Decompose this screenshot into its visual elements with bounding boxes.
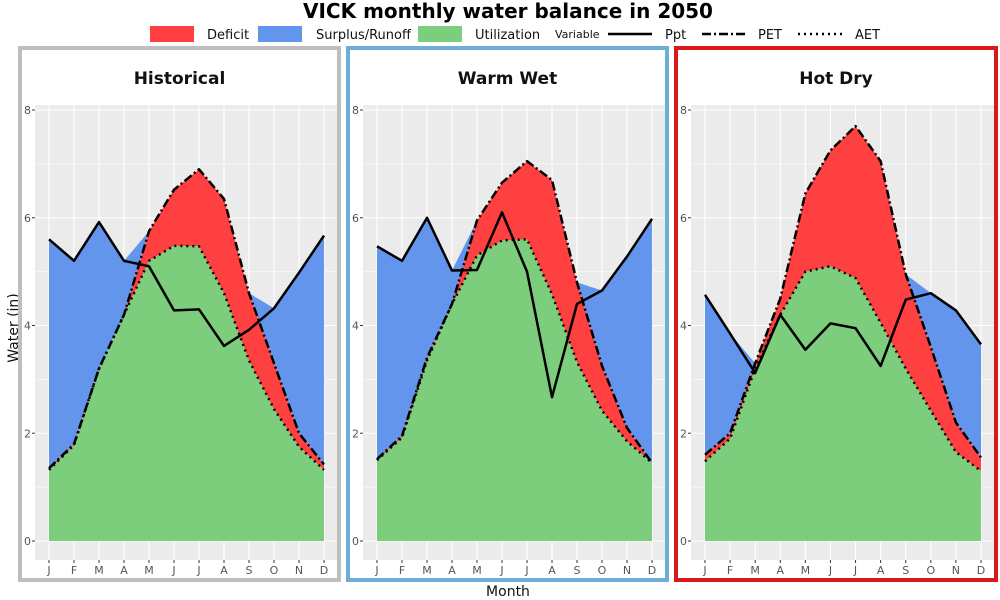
y-tick-label: 0 (680, 535, 687, 548)
legend-variable-title: Variable (555, 28, 600, 41)
utilization-area (49, 245, 324, 541)
x-tick-label: D (648, 564, 656, 577)
x-tick-label: S (574, 564, 581, 577)
x-tick-label: N (295, 564, 303, 577)
legend-label-utilization: Utilization (475, 28, 540, 43)
surplus-area (377, 161, 652, 463)
y-tick-label: 6 (680, 212, 687, 225)
x-tick-label: N (952, 564, 960, 577)
y-tick-label: 8 (352, 104, 359, 117)
series-line-ppt (48, 220, 326, 348)
x-tick-label: S (246, 564, 253, 577)
x-axis-label: Month (486, 584, 530, 600)
x-tick-label: J (853, 564, 857, 577)
y-tick-label: 0 (352, 535, 359, 548)
legend-swatch-surplus (258, 26, 302, 42)
x-tick-label: A (548, 564, 556, 577)
x-tick-label: J (702, 564, 706, 577)
x-tick-label: M (472, 564, 482, 577)
x-tick-label: A (120, 564, 128, 577)
y-tick-label: 4 (680, 320, 687, 333)
y-tick-label: 8 (24, 104, 31, 117)
series-line-aet (48, 244, 325, 471)
legend: Deficit Surplus/Runoff Utilization Varia… (150, 26, 880, 43)
panel-title-hot-dry: Hot Dry (799, 69, 873, 89)
x-tick-label: F (727, 564, 733, 577)
deficit-area (705, 126, 981, 471)
panel-warm-wet: 0 2 4 6 8 J F M A M J J A S O N D Warm Wet (346, 46, 669, 582)
x-tick-label: N (623, 564, 631, 577)
deficit-area (49, 169, 324, 470)
panel-border-hot-dry (674, 46, 998, 582)
x-tick-label: O (598, 564, 607, 577)
deficit-area (377, 161, 652, 463)
x-tick-label: D (320, 564, 328, 577)
series-line-pet (48, 168, 325, 470)
surplus-area (49, 169, 324, 469)
panel-title-warm-wet: Warm Wet (458, 69, 557, 89)
legend-label-surplus: Surplus/Runoff (316, 28, 412, 43)
x-tick-label: M (94, 564, 104, 577)
x-tick-label: J (499, 564, 503, 577)
x-tick-label: M (801, 564, 811, 577)
y-tick-label: 2 (352, 427, 359, 440)
legend-label-pet: PET (758, 28, 782, 43)
y-tick-label: 6 (24, 212, 31, 225)
y-tick-label: 2 (24, 427, 31, 440)
series-line-ppt (703, 291, 983, 375)
x-tick-label: A (777, 564, 785, 577)
series-line-ppt (376, 211, 654, 399)
x-tick-label: M (422, 564, 432, 577)
facet-panels: 0 2 4 6 8 J F M A M J J A S O N D Historical 0 2 4 6 8 J F M A M J J A… (18, 46, 998, 582)
legend-swatch-deficit (150, 26, 194, 42)
x-tick-label: J (524, 564, 528, 577)
chart-title: VICK monthly water balance in 2050 (303, 0, 713, 23)
x-tick-label: J (46, 564, 50, 577)
x-tick-label: F (399, 564, 405, 577)
x-tick-label: D (977, 564, 985, 577)
legend-swatch-utilization (418, 26, 462, 42)
y-tick-label: 2 (680, 427, 687, 440)
x-tick-label: J (171, 564, 175, 577)
x-tick-label: A (448, 564, 456, 577)
x-tick-label: F (71, 564, 77, 577)
panel-historical: 0 2 4 6 8 J F M A M J J A S O N D Historical (18, 46, 341, 582)
y-tick-label: 8 (680, 104, 687, 117)
y-tick-label: 0 (24, 535, 31, 548)
y-tick-label: 4 (352, 320, 359, 333)
utilization-area (705, 266, 981, 541)
x-tick-label: J (374, 564, 378, 577)
y-tick-label: 4 (24, 320, 31, 333)
x-tick-label: S (902, 564, 909, 577)
utilization-area (377, 239, 652, 542)
x-tick-label: O (270, 564, 279, 577)
x-tick-label: M (750, 564, 760, 577)
legend-label-aet: AET (855, 28, 880, 43)
panel-border-warm-wet (346, 46, 669, 582)
panel-title-historical: Historical (134, 69, 226, 89)
x-tick-label: A (877, 564, 885, 577)
legend-label-ppt: Ppt (665, 28, 686, 43)
x-tick-label: M (144, 564, 154, 577)
x-tick-label: A (220, 564, 228, 577)
x-tick-label: O (926, 564, 935, 577)
panel-hot-dry: 0 2 4 6 8 J F M A M J J A S O N D Hot Dry (674, 46, 998, 582)
series-line-pet (704, 124, 983, 459)
y-tick-label: 6 (352, 212, 359, 225)
x-tick-label: J (828, 564, 832, 577)
legend-label-deficit: Deficit (207, 28, 249, 43)
panel-border-historical (18, 46, 341, 582)
x-tick-label: J (196, 564, 200, 577)
